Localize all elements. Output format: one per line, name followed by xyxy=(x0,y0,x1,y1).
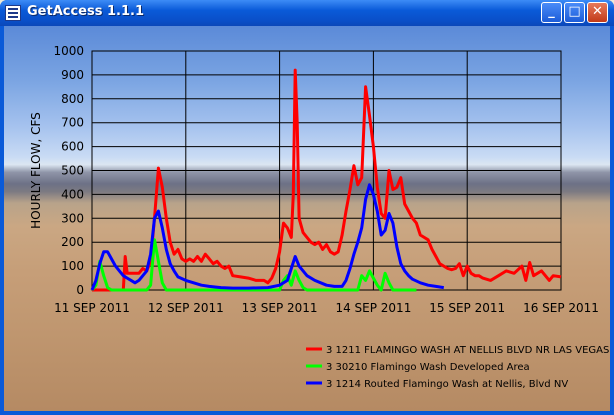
series-line-1 xyxy=(92,68,562,292)
series-line-3 xyxy=(90,183,445,291)
y-axis-ticks: 0 100 200 300 400 500 600 700 800 900 1000 xyxy=(53,44,84,297)
y-tick-label: 0 xyxy=(76,283,84,297)
minimize-button[interactable]: _ xyxy=(541,2,562,23)
y-axis-label: HOURLY FLOW, CFS xyxy=(29,112,43,229)
maximize-button[interactable]: □ xyxy=(564,2,585,23)
legend-label-2: 3 30210 Flamingo Wash Developed Area xyxy=(326,362,530,373)
y-tick-label: 300 xyxy=(61,211,84,225)
y-tick-label: 700 xyxy=(61,116,84,130)
y-tick-label: 800 xyxy=(61,92,84,106)
y-tick-label: 900 xyxy=(61,68,84,82)
y-tick-label: 600 xyxy=(61,140,84,154)
chart-legend: 3 1211 FLAMINGO WASH AT NELLIS BLVD NR L… xyxy=(306,345,609,390)
x-tick-label: 14 SEP 2011 xyxy=(335,301,411,315)
chart-series xyxy=(90,68,562,292)
chart-grid xyxy=(91,50,562,291)
title-bar[interactable]: GetAccess 1.1.1 _ □ ✕ xyxy=(0,0,614,26)
chart-area: 0 100 200 300 400 500 600 700 800 900 1000 11 SEP … xyxy=(4,26,610,411)
y-tick-label: 500 xyxy=(61,164,84,178)
x-axis-ticks: 11 SEP 2011 12 SEP 2011 13 SEP 2011 14 SEP … xyxy=(54,301,599,315)
close-button[interactable]: ✕ xyxy=(587,2,608,23)
window-title: GetAccess 1.1.1 xyxy=(27,4,145,19)
legend-label-1: 3 1211 FLAMINGO WASH AT NELLIS BLVD NR L… xyxy=(326,345,609,356)
y-tick-label: 200 xyxy=(61,235,84,249)
x-tick-label: 16 SEP 2011 xyxy=(523,301,599,315)
legend-label-3: 3 1214 Routed Flamingo Wash at Nellis, B… xyxy=(326,379,568,390)
series-line-2 xyxy=(90,238,417,292)
window-bottom-border xyxy=(0,411,614,415)
x-tick-label: 15 SEP 2011 xyxy=(429,301,505,315)
y-tick-label: 100 xyxy=(61,259,84,273)
x-tick-label: 12 SEP 2011 xyxy=(148,301,224,315)
x-tick-label: 11 SEP 2011 xyxy=(54,301,130,315)
hydrograph-chart: 0 100 200 300 400 500 600 700 800 900 1000 11 SEP … xyxy=(29,44,609,390)
app-icon[interactable] xyxy=(5,5,21,21)
x-tick-label: 13 SEP 2011 xyxy=(242,301,318,315)
y-tick-label: 1000 xyxy=(53,44,84,58)
y-tick-label: 400 xyxy=(61,187,84,201)
